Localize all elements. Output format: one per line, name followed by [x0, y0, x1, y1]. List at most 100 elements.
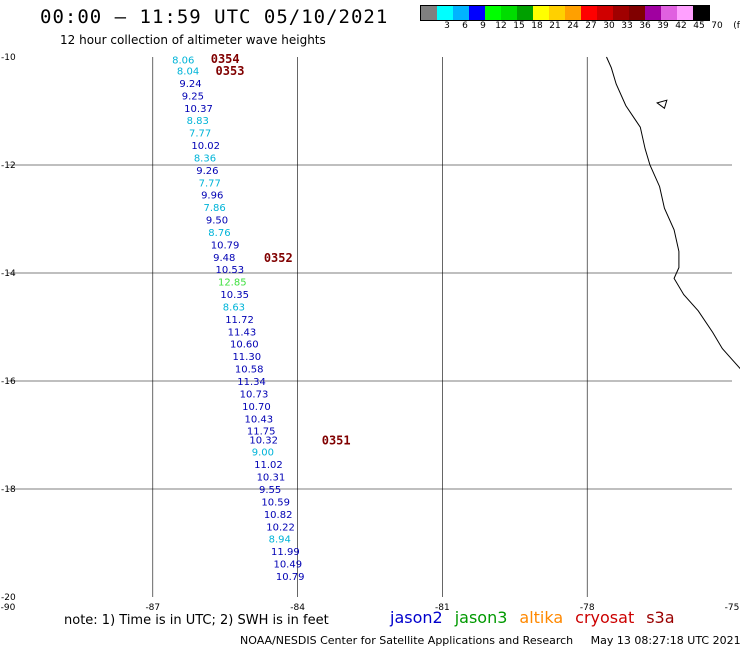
wave-height-label: 11.30 [232, 352, 261, 363]
legend-swatch [645, 6, 661, 20]
wave-height-label: 9.00 [252, 448, 274, 459]
wave-height-label: 10.79 [276, 572, 305, 583]
credit-text: NOAA/NESDIS Center for Satellite Applica… [240, 634, 574, 647]
legend-label: 33 [621, 21, 633, 31]
legend-label: 15 [513, 21, 525, 31]
x-tick-label: -75 [725, 603, 740, 613]
wave-height-label: 10.37 [184, 104, 213, 115]
color-scale-legend [420, 5, 710, 21]
x-tick-label: -78 [580, 603, 595, 613]
x-tick-label: -87 [145, 603, 160, 613]
wave-height-label: 10.73 [240, 389, 269, 400]
wave-height-label: 10.59 [261, 497, 290, 508]
wave-height-label: 10.02 [191, 141, 220, 152]
generation-timestamp: May 13 08:27:18 UTC 2021 [590, 634, 740, 647]
legend-swatch [485, 6, 501, 20]
wave-height-label: 8.63 [223, 302, 245, 313]
satellite-altika: altika [519, 608, 564, 627]
wave-height-label: 9.50 [206, 216, 228, 227]
y-tick-label: -18 [1, 485, 16, 495]
wave-height-label: 7.86 [203, 203, 225, 214]
legend-swatch [517, 6, 533, 20]
satellite-jason3: jason3 [454, 608, 508, 627]
legend-swatch [437, 6, 453, 20]
wave-height-label: 9.24 [179, 79, 201, 90]
wave-height-label: 10.58 [235, 365, 264, 376]
legend-swatch [597, 6, 613, 20]
legend-swatch [565, 6, 581, 20]
wave-height-label: 9.26 [196, 166, 218, 177]
wave-height-label: 11.99 [271, 547, 300, 558]
wave-height-label: 8.06 [172, 56, 194, 67]
legend-swatch [501, 6, 517, 20]
legend-label: 24 [567, 21, 579, 31]
legend-label: 36 [639, 21, 651, 31]
satellite-legend: jason2 jason3 altika cryosat s3a [390, 608, 687, 627]
legend-label: 21 [549, 21, 561, 31]
pass-time-label: 0353 [216, 64, 245, 78]
wave-height-label: 10.43 [245, 414, 274, 425]
wave-height-label: 10.22 [266, 522, 295, 533]
wave-height-label: 8.76 [208, 228, 230, 239]
wave-height-label: 10.53 [216, 265, 245, 276]
wave-height-label: 7.77 [189, 129, 211, 140]
wave-height-label: 10.79 [211, 240, 240, 251]
x-tick-label: -84 [290, 603, 305, 613]
map-subtitle: 12 hour collection of altimeter wave hei… [60, 33, 326, 47]
wave-height-label: 7.77 [199, 178, 221, 189]
wave-height-label: 9.55 [259, 485, 281, 496]
y-tick-label: -12 [1, 161, 16, 171]
pass-time-label: 0351 [322, 433, 351, 447]
legend-swatch [677, 6, 693, 20]
legend-label: 42 [675, 21, 687, 31]
footer-note: note: 1) Time is in UTC; 2) SWH is in fe… [64, 613, 329, 628]
x-tick-label: -90 [1, 603, 16, 613]
coastline [606, 56, 740, 370]
wave-height-label: 9.25 [182, 91, 204, 102]
legend-swatch [629, 6, 645, 20]
pass-time-label: 0354 [211, 52, 240, 66]
satellite-cryosat: cryosat [575, 608, 635, 627]
wave-height-label: 10.82 [264, 510, 293, 521]
pass-time-label: 0352 [264, 251, 293, 265]
legend-swatch [661, 6, 677, 20]
wave-height-label: 10.70 [242, 402, 271, 413]
wave-height-label: 10.60 [230, 340, 259, 351]
x-tick-label: -81 [435, 603, 450, 613]
wave-height-label: 10.49 [273, 560, 302, 571]
legend-label: 30 [603, 21, 615, 31]
satellite-s3a: s3a [646, 608, 675, 627]
wave-height-label: 12.85 [218, 278, 247, 289]
wave-height-label: 8.83 [187, 116, 209, 127]
wave-height-label: 8.36 [194, 153, 216, 164]
wave-height-label: 11.34 [237, 377, 266, 388]
legend-label: 45 [693, 21, 705, 31]
legend-label: 18 [531, 21, 543, 31]
legend-label: 6 [462, 21, 468, 31]
map-title: 00:00 – 11:59 UTC 05/10/2021 [40, 6, 389, 28]
wave-height-label: 10.35 [220, 290, 249, 301]
wave-height-label: 10.31 [257, 473, 286, 484]
island-outline [656, 99, 668, 110]
wave-height-label: 11.75 [247, 427, 276, 438]
wave-height-label: 8.94 [269, 535, 291, 546]
y-tick-label: -10 [1, 53, 16, 63]
satellite-jason2: jason2 [390, 608, 443, 627]
wave-height-label: 11.02 [254, 460, 283, 471]
y-tick-label: -16 [1, 377, 16, 387]
legend-swatch [693, 6, 709, 20]
y-tick-label: -20 [1, 593, 16, 603]
wave-height-label: 8.04 [177, 67, 199, 78]
legend-unit: (ft) [733, 21, 740, 31]
y-tick-label: -14 [1, 269, 16, 279]
legend-swatch [453, 6, 469, 20]
legend-swatch [613, 6, 629, 20]
legend-swatch [533, 6, 549, 20]
legend-swatch [469, 6, 485, 20]
legend-label: 12 [495, 21, 507, 31]
legend-swatch [549, 6, 565, 20]
wave-height-label: 9.96 [201, 191, 223, 202]
legend-label: 27 [585, 21, 597, 31]
wave-height-label: 11.72 [225, 315, 254, 326]
